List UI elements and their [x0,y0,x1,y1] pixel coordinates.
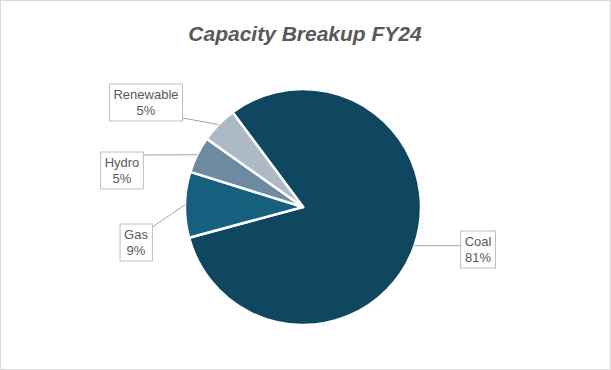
pie-slice [207,112,303,207]
chart-title: Capacity Breakup FY24 [188,22,422,45]
label-value: 5% [113,171,132,186]
data-label: Renewable5% [109,84,218,125]
leader-line [143,154,197,155]
label-value: 5% [137,103,156,118]
data-label: Gas9% [120,205,185,261]
leader-line [183,118,219,125]
label-box [101,152,144,189]
label-category: Renewable [113,87,178,102]
pie-group [185,89,421,325]
label-category: Hydro [105,155,140,170]
label-box [120,224,152,261]
label-box [109,84,182,121]
data-label: Hydro5% [101,152,198,189]
label-box [461,231,496,268]
data-label: Coal81% [414,231,495,268]
label-value: 9% [127,243,146,258]
chart-container: Capacity Breakup FY24Coal81%Gas9%Hydro5%… [0,0,611,370]
label-value: 81% [465,250,491,265]
label-category: Coal [465,234,492,249]
chart-border [1,1,611,370]
leader-line [152,205,185,227]
leader-line [414,245,460,246]
chart-svg: Capacity Breakup FY24Coal81%Gas9%Hydro5%… [0,0,611,370]
data-labels: Coal81%Gas9%Hydro5%Renewable5% [101,84,496,268]
label-category: Gas [124,227,148,242]
